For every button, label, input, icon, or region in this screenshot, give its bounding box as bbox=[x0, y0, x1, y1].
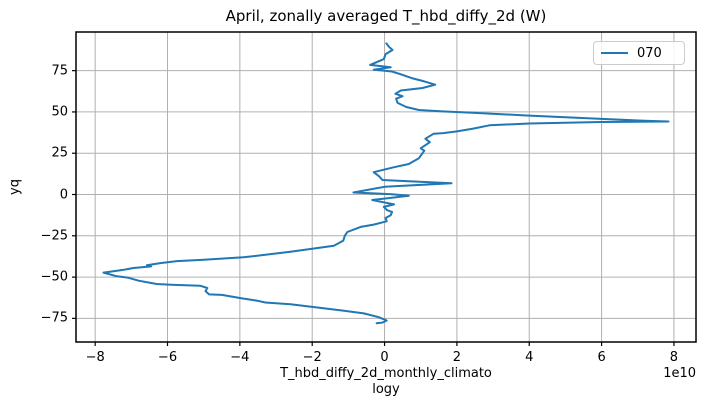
y-tick-label: 0 bbox=[59, 187, 68, 202]
x-tick-label: 2 bbox=[452, 350, 462, 365]
axes-border bbox=[75, 31, 697, 343]
y-tick-label: 25 bbox=[51, 145, 68, 161]
x-axis-offset-text: 1e10 bbox=[663, 366, 696, 381]
x-axis-label-line2: logy bbox=[372, 382, 400, 397]
y-tick-label: 50 bbox=[51, 104, 68, 120]
y-tick-label: −50 bbox=[40, 269, 68, 285]
legend: 070 bbox=[593, 41, 685, 65]
y-axis-label: yq bbox=[7, 179, 23, 195]
x-tick-label: 6 bbox=[597, 350, 606, 365]
x-tick-label: −4 bbox=[230, 350, 250, 365]
x-tick-label: −2 bbox=[302, 350, 322, 365]
y-tick-label: −75 bbox=[40, 310, 68, 326]
x-tick-label: 0 bbox=[380, 350, 389, 365]
x-tick-label: 4 bbox=[525, 350, 534, 365]
x-axis-label: T_hbd_diffy_2d_monthly_climato logy bbox=[280, 366, 492, 398]
legend-label: 070 bbox=[637, 45, 662, 61]
legend-line-sample bbox=[601, 52, 628, 54]
x-tick-label: 8 bbox=[669, 350, 679, 365]
data-line-070 bbox=[102, 42, 670, 325]
chart-title: April, zonally averaged T_hbd_diffy_2d (… bbox=[225, 7, 547, 25]
x-tick-label: −8 bbox=[85, 350, 105, 365]
y-tick-label: −25 bbox=[40, 228, 68, 244]
x-axis-label-line1: T_hbd_diffy_2d_monthly_climato bbox=[280, 366, 492, 381]
x-tick-label: −6 bbox=[157, 350, 178, 365]
y-tick-label: 75 bbox=[51, 63, 68, 79]
